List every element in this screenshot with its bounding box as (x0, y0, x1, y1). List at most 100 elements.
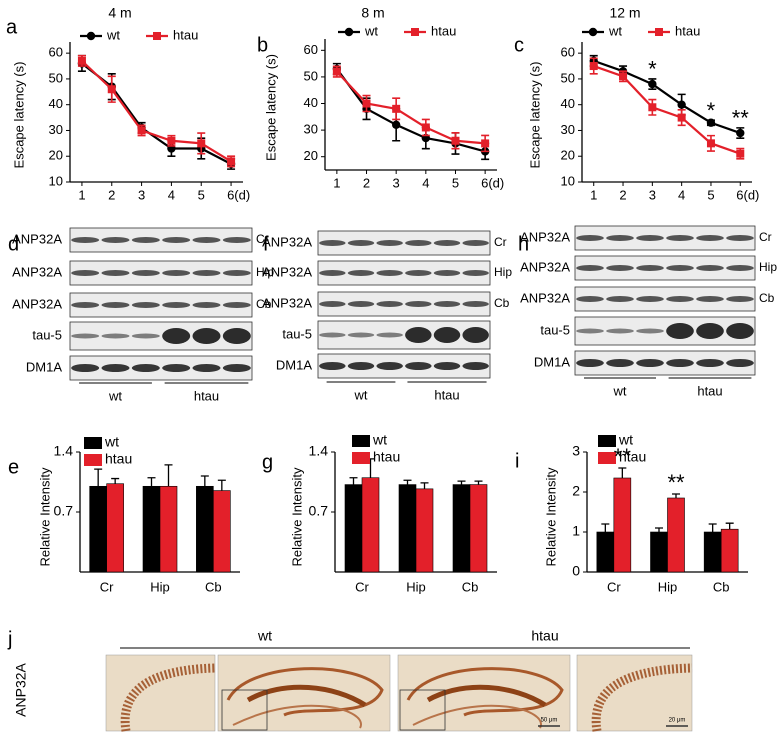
blot-band (405, 240, 432, 246)
blot-band (405, 270, 432, 276)
row-label: ANP32A (262, 295, 312, 310)
row-label: DM1A (276, 357, 312, 372)
x-tick-label: Cr (355, 579, 369, 594)
x-tick-label: 1 (78, 187, 85, 202)
marker (332, 67, 341, 76)
group-label: wt (257, 628, 272, 644)
region-label: Cb (759, 291, 775, 305)
blot-strip (69, 227, 253, 253)
bar (159, 485, 178, 573)
y-axis-label: Escape latency (s) (11, 62, 26, 169)
x-tick-label: 5 (707, 187, 714, 202)
region-label: Hip (256, 265, 274, 279)
blot-band (726, 323, 754, 339)
blot-band (319, 362, 346, 370)
blot-band (696, 265, 724, 271)
marker (655, 28, 663, 36)
y-tick-label: 0.7 (54, 503, 74, 519)
blot-band (462, 362, 489, 370)
x-tick-label: 1 (333, 175, 340, 190)
blot-band (319, 301, 346, 307)
y-tick-label: 2 (572, 483, 580, 499)
y-axis-label: Relative Intensity (543, 467, 558, 566)
cell-layer (426, 684, 547, 708)
legend-label: wt (106, 27, 120, 42)
bar (213, 490, 231, 573)
legend-label: htau (619, 449, 646, 465)
y-axis-label: Relative Intensity (37, 467, 52, 566)
blot-band (192, 302, 221, 308)
blot-band (222, 237, 251, 243)
y-tick-label: 50 (561, 70, 575, 85)
blot-band (576, 328, 604, 334)
row-label: ANP32A (12, 231, 62, 246)
y-tick-label: 30 (49, 122, 63, 137)
marker (481, 139, 490, 148)
bar (106, 483, 124, 573)
region-label: Cb (494, 296, 510, 310)
legend-label: htau (173, 27, 198, 42)
blot-band (433, 240, 461, 246)
marker (589, 62, 598, 71)
y-tick-label: 40 (304, 95, 318, 110)
legend-label: wt (608, 23, 622, 38)
blot-strip (574, 255, 756, 281)
y-tick-label: 50 (49, 70, 63, 85)
row-label: ANP32A (12, 296, 62, 311)
group-label: htau (194, 388, 219, 403)
marker (153, 32, 161, 40)
series-line (81, 60, 232, 163)
region-label: Cb (256, 297, 272, 311)
blot-band (433, 327, 461, 343)
series-line (81, 62, 232, 165)
bar (452, 484, 471, 573)
x-tick-label: 3 (393, 175, 400, 190)
bar (344, 484, 363, 573)
marker (706, 139, 715, 148)
blot-band (666, 323, 694, 339)
blot-strip (317, 291, 491, 317)
x-tick-label: 5 (198, 187, 205, 202)
blot-band (192, 237, 221, 243)
blot-band (726, 359, 754, 367)
bar (667, 497, 685, 573)
blot-band (726, 265, 754, 271)
error-bar (403, 479, 412, 485)
cell-layer (226, 667, 384, 717)
legend-swatch (84, 437, 102, 449)
group-label: htau (697, 383, 722, 398)
panel-letter: h (518, 233, 529, 255)
x-tick-label: 3 (649, 187, 656, 202)
row-label: tau-5 (540, 322, 570, 337)
scale-bar-label: 50 μm (541, 718, 558, 724)
legend-label: wt (372, 432, 387, 448)
marker (227, 157, 236, 166)
blot-band (433, 270, 461, 276)
marker (107, 85, 116, 94)
micrograph (105, 654, 216, 732)
blot-band (726, 296, 754, 302)
blot-band (71, 364, 100, 372)
blot-strip (69, 260, 253, 286)
bar (650, 531, 668, 573)
group-label: htau (531, 628, 558, 644)
y-tick-label: 40 (49, 96, 63, 111)
marker (197, 139, 206, 148)
x-tick-label: 6(d) (481, 175, 504, 190)
panel-letter: b (257, 34, 268, 56)
y-tick-label: 50 (304, 68, 318, 83)
error-bar (474, 480, 483, 485)
legend-label: htau (431, 23, 456, 38)
x-tick-label: 2 (108, 187, 115, 202)
blot-strip (574, 286, 756, 312)
region-label: Hip (759, 260, 777, 274)
error-bar (601, 523, 610, 532)
row-label: ANP32A (262, 264, 312, 279)
row-label: tau-5 (32, 327, 62, 342)
blot-band (222, 364, 251, 372)
blot-band (666, 296, 694, 302)
group-label: htau (434, 387, 459, 402)
y-tick-label: 1 (572, 523, 580, 539)
blot-band (319, 240, 346, 246)
blot-strip (574, 316, 756, 346)
